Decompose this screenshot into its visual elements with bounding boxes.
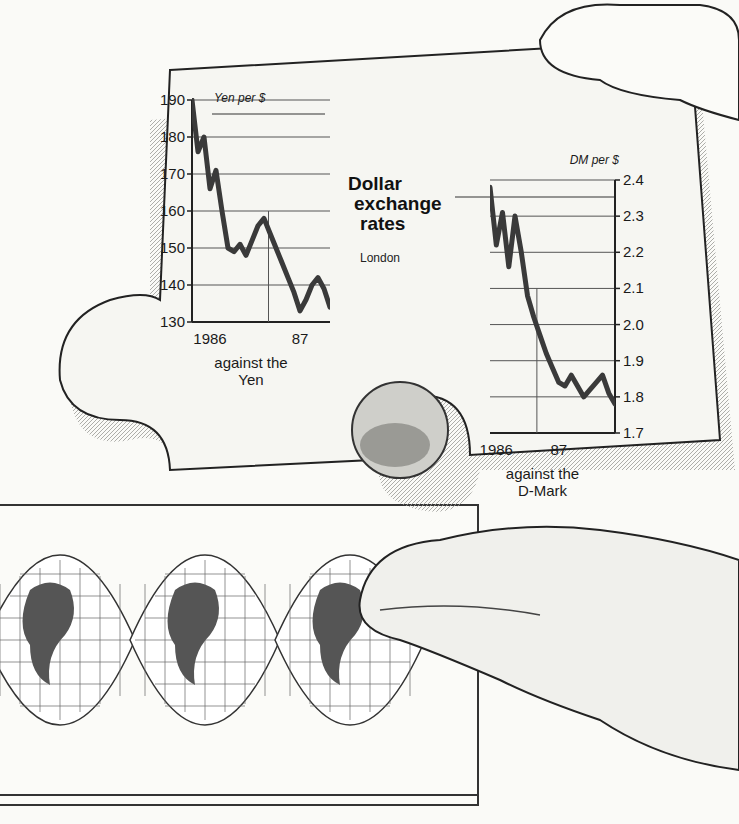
grid-line xyxy=(490,324,615,325)
tick-label: 1.7 xyxy=(623,424,644,441)
parallel xyxy=(0,662,120,663)
category-label: 1986 xyxy=(193,330,226,347)
grid-line xyxy=(192,137,330,138)
category-label: 87 xyxy=(292,330,309,347)
grid-line xyxy=(490,360,615,361)
y-axis-title: Yen per $ xyxy=(214,91,266,105)
x-axis-title: against theYen xyxy=(214,354,287,388)
parallel xyxy=(20,706,100,707)
tick-label: 2.3 xyxy=(623,207,644,224)
finger-line xyxy=(380,606,540,615)
parallel xyxy=(310,706,390,707)
parallel xyxy=(0,640,130,641)
tick-label: 190 xyxy=(160,91,185,108)
title-line: rates xyxy=(360,213,405,234)
x-axis-title: against theD-Mark xyxy=(506,465,579,499)
tick-label: 1.8 xyxy=(623,388,644,405)
y-axis xyxy=(614,180,616,433)
hand-bottom xyxy=(360,527,739,770)
data-line xyxy=(192,100,330,311)
grid-line xyxy=(490,180,615,181)
landmass xyxy=(23,583,75,686)
x-axis-title-line: against the xyxy=(506,465,579,482)
landmass xyxy=(313,583,365,686)
tick-label: 140 xyxy=(160,276,185,293)
tick-label: 2.2 xyxy=(623,243,644,260)
tick-label: 180 xyxy=(160,128,185,145)
map-rule xyxy=(0,794,478,796)
socket-shade xyxy=(360,423,430,467)
hand-top xyxy=(540,4,739,120)
parallel xyxy=(20,574,100,575)
parallel xyxy=(155,684,255,685)
x-axis-title-line: D-Mark xyxy=(518,482,568,499)
chart-0: 130140150160170180190198687against theYe… xyxy=(160,91,615,388)
y-axis xyxy=(191,100,193,322)
tick-label: 2.1 xyxy=(623,279,644,296)
chart-subtitle: London xyxy=(360,251,400,265)
lobe-outline xyxy=(0,555,135,725)
category-label: 87 xyxy=(550,441,567,458)
grid-line xyxy=(192,248,330,249)
title-line: exchange xyxy=(354,193,442,214)
landmass xyxy=(168,583,220,686)
grid-line xyxy=(490,288,615,289)
parallel xyxy=(290,662,410,663)
piece-socket xyxy=(352,382,448,478)
x-axis xyxy=(192,321,330,323)
lobe-outline xyxy=(130,555,280,725)
x-axis-title-line: against the xyxy=(214,354,287,371)
grid-line xyxy=(192,211,330,212)
globe-lobe xyxy=(130,555,280,725)
tick-label: 2.4 xyxy=(623,171,644,188)
title-rule xyxy=(212,114,325,115)
page: 130140150160170180190198687against theYe… xyxy=(0,0,739,824)
data-line xyxy=(490,187,615,404)
title-rule xyxy=(455,197,615,198)
grid-line xyxy=(490,396,615,397)
plot-area xyxy=(490,187,615,404)
x-axis xyxy=(490,432,615,434)
category-label: 1986 xyxy=(480,441,513,458)
parallel xyxy=(10,684,110,685)
year-divider xyxy=(536,288,537,433)
chart-title: Dollarexchangerates xyxy=(348,173,442,234)
tick-label: 1.9 xyxy=(623,352,644,369)
grid-line xyxy=(490,216,615,217)
chart-1: 1.7 1.8 1.9 2.0 2.1 2.2 2.3 2.4 1986 87 against th… xyxy=(480,153,644,499)
x-axis-title-line: Yen xyxy=(238,371,263,388)
tick-label: 160 xyxy=(160,202,185,219)
y-axis-title: DM per $ xyxy=(570,153,620,167)
parallel xyxy=(145,662,265,663)
parallel xyxy=(165,706,245,707)
parallel xyxy=(165,574,245,575)
globe-lobe xyxy=(0,555,135,725)
title-line: Dollar xyxy=(348,173,402,194)
plot-area xyxy=(192,100,330,311)
parallel xyxy=(300,684,400,685)
tick-label: 170 xyxy=(160,165,185,182)
tick-label: 150 xyxy=(160,239,185,256)
tick-label: 2.0 xyxy=(623,316,644,333)
tick-label: 130 xyxy=(160,313,185,330)
